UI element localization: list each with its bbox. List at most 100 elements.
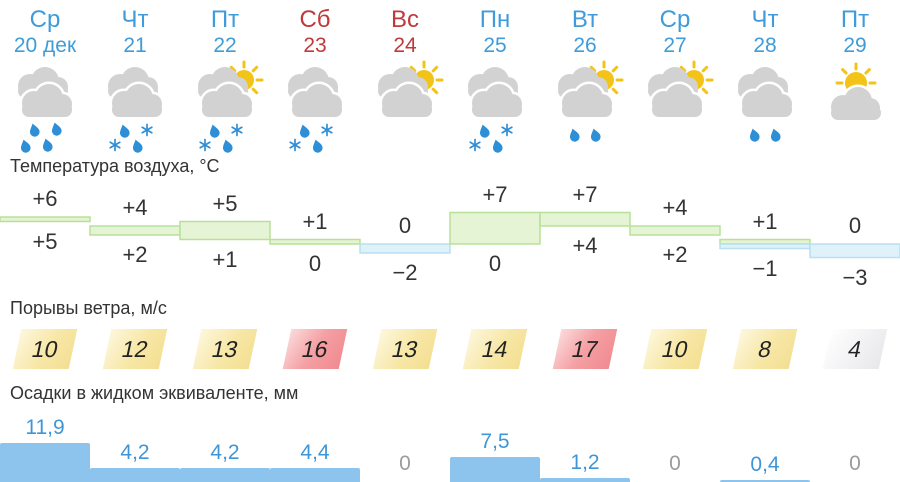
precipitation-value: 4,4 <box>300 440 330 464</box>
precipitation-value: 7,5 <box>480 430 510 454</box>
temperature-section-title: Температура воздуха, °C <box>10 156 220 176</box>
precipitation-bar <box>270 467 360 482</box>
front-cloud-icon <box>202 84 252 117</box>
day-name: Сб <box>299 6 331 33</box>
day-column-header-7[interactable]: Вт 26 <box>540 6 630 58</box>
day-name: Чт <box>751 6 779 33</box>
raindrop-icon <box>479 124 490 138</box>
precipitation-bar <box>180 468 270 482</box>
wind-gust-value: 14 <box>479 335 511 362</box>
weather-clouds-rain-heavy-icon[interactable] <box>0 58 90 154</box>
raindrop-icon <box>222 139 233 153</box>
snowflake-icon <box>141 123 153 137</box>
day-name: Пн <box>479 6 511 33</box>
weather-clouds-rain-snow-icon[interactable] <box>270 58 360 154</box>
day-date: 25 <box>483 34 507 57</box>
wind-gust-value: 10 <box>29 335 61 362</box>
wind-gust-badge: 17 <box>552 329 618 369</box>
wind-gust-value: 12 <box>119 335 151 362</box>
temp-min-value: +5 <box>32 228 58 254</box>
weather-sun-clouds-icon[interactable] <box>360 58 450 154</box>
weather-clouds-rain-snow-icon[interactable] <box>450 58 540 154</box>
precipitation-value: 11,9 <box>25 415 65 439</box>
temp-min-value: +2 <box>122 242 148 267</box>
front-cloud-icon <box>112 84 162 117</box>
raindrop-icon <box>29 123 40 137</box>
precipitation-value: 1,2 <box>570 451 600 474</box>
day-column-header-5[interactable]: Вс 24 <box>360 6 450 58</box>
weather-sun-clouds-rain-snow-icon[interactable] <box>180 58 270 154</box>
snowflake-icon <box>199 138 211 152</box>
wind-gust-value: 10 <box>659 335 691 362</box>
day-date: 23 <box>303 34 327 57</box>
snowflake-icon <box>231 123 243 137</box>
wind-gust-badge: 10 <box>12 329 78 369</box>
wind-gust-value: 16 <box>299 335 331 362</box>
precipitation-value: 4,2 <box>120 441 150 465</box>
temp-max-value: +4 <box>122 195 148 220</box>
raindrop-icon <box>312 139 323 153</box>
temp-max-value: 0 <box>398 213 412 238</box>
front-cloud-icon <box>382 84 432 117</box>
precipitation-section-title: Осадки в жидком эквиваленте, мм <box>10 383 299 403</box>
temp-max-value: +7 <box>482 181 508 207</box>
day-date: 26 <box>573 34 597 57</box>
temp-min-value: −3 <box>842 264 868 290</box>
snowflake-icon <box>501 123 513 137</box>
precipitation-bar <box>540 478 630 482</box>
precipitation-value: 0,4 <box>750 452 780 476</box>
day-name: Вт <box>571 6 599 33</box>
snowflake-icon <box>109 138 121 152</box>
precipitation-bar <box>90 468 180 482</box>
temp-min-value: +2 <box>662 242 688 267</box>
cloud-icon <box>831 87 881 120</box>
weather-sun-cloud-icon[interactable] <box>810 58 900 154</box>
weather-sun-clouds-rain-icon[interactable] <box>540 58 630 154</box>
temp-min-value: 0 <box>488 251 502 276</box>
day-name: Ср <box>29 6 61 33</box>
temp-min-value: +4 <box>572 233 598 258</box>
weather-clouds-rain-icon[interactable] <box>720 58 810 154</box>
wind-gust-value: 13 <box>209 335 241 362</box>
wind-gust-badge: 8 <box>732 329 798 369</box>
temp-max-value: 0 <box>848 213 862 238</box>
day-column-header-4[interactable]: Сб 23 <box>270 6 360 58</box>
wind-gust-badge: 14 <box>462 329 528 369</box>
day-column-header-10[interactable]: Пт 29 <box>810 6 900 58</box>
precipitation-value: 0 <box>399 452 411 475</box>
day-column-header-6[interactable]: Пн 25 <box>450 6 540 58</box>
raindrop-icon <box>20 139 31 153</box>
wind-gust-badge: 13 <box>192 329 258 369</box>
temp-max-value: +1 <box>752 208 778 234</box>
day-name: Пт <box>210 6 240 33</box>
wind-gust-value: 4 <box>845 335 865 362</box>
weather-clouds-rain-snow-icon[interactable] <box>90 58 180 154</box>
temp-max-value: +5 <box>212 190 238 216</box>
temp-min-value: 0 <box>308 251 322 276</box>
day-column-header-8[interactable]: Ср 27 <box>630 6 720 58</box>
temp-max-value: +6 <box>32 186 58 211</box>
wind-gust-badge: 10 <box>642 329 708 369</box>
weather-sun-clouds-icon[interactable] <box>630 58 720 154</box>
temp-min-value: +1 <box>212 246 238 272</box>
day-column-header-3[interactable]: Пт 22 <box>180 6 270 58</box>
day-name: Чт <box>121 6 149 33</box>
raindrop-icon <box>770 128 781 142</box>
snowflake-icon <box>289 138 301 152</box>
temp-max-value: +1 <box>302 208 328 234</box>
day-date: 21 <box>123 34 147 57</box>
raindrop-icon <box>132 139 143 153</box>
raindrop-icon <box>590 128 601 142</box>
front-cloud-icon <box>472 84 522 117</box>
day-column-header-1[interactable]: Ср 20 дек <box>0 6 90 58</box>
wind-gust-badge: 4 <box>822 329 888 369</box>
temperature-band-chart <box>0 211 900 259</box>
raindrop-icon <box>42 138 53 152</box>
day-column-header-2[interactable]: Чт 21 <box>90 6 180 58</box>
day-date: 24 <box>393 34 417 57</box>
temp-max-value: +4 <box>662 195 688 220</box>
day-column-header-9[interactable]: Чт 28 <box>720 6 810 58</box>
wind-gust-value: 17 <box>569 335 601 362</box>
precipitation-value: 0 <box>669 452 681 475</box>
